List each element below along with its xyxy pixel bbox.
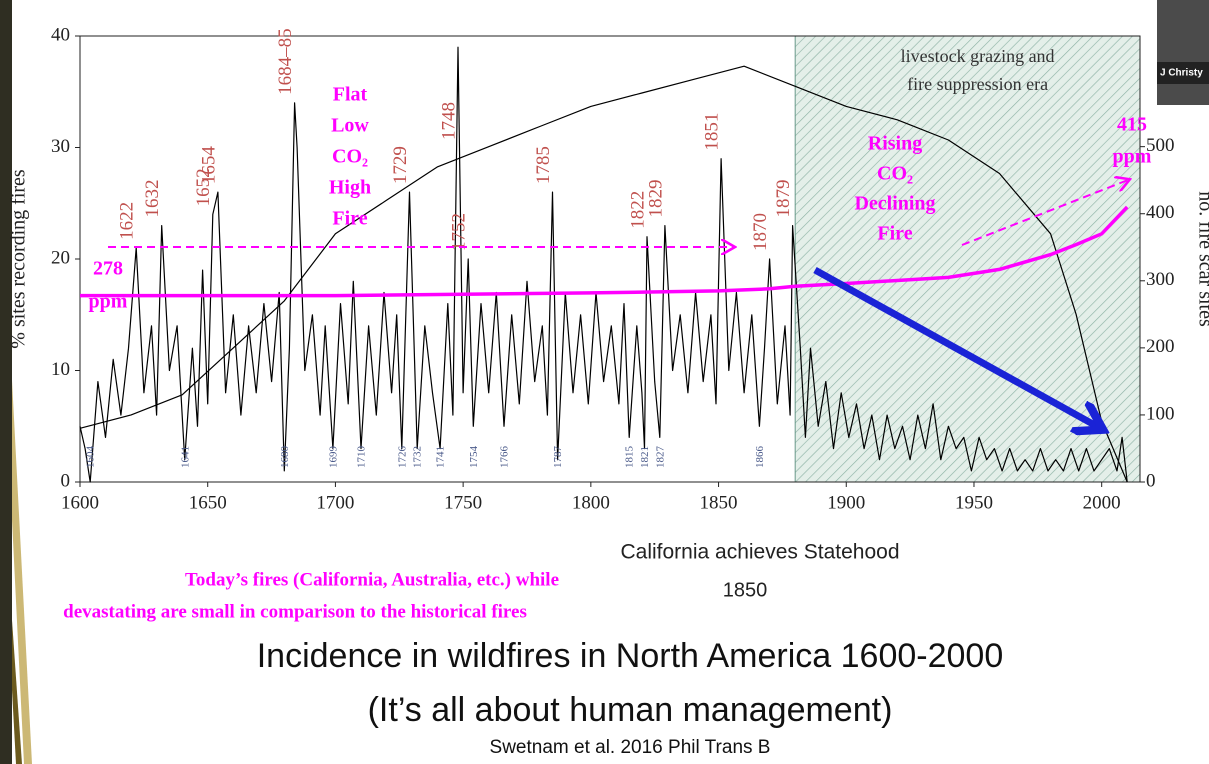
note: devastating are small in comparison to t… — [63, 601, 527, 622]
low-year-label: 1710 — [355, 446, 367, 469]
decoration — [12, 620, 22, 764]
x-tick-label: 1800 — [572, 492, 610, 513]
y2-tick-label: 200 — [1146, 336, 1175, 357]
peak-year-label: 1748 — [438, 102, 459, 140]
statehood-year: 1850 — [723, 579, 768, 601]
subtitle: (It’s all about human management) — [368, 691, 893, 729]
y-tick-label: 0 — [61, 470, 71, 491]
peak-year-label: 1785 — [533, 146, 554, 184]
low-year-label: 1866 — [754, 446, 766, 469]
series-line — [79, 65, 1128, 483]
annotation: 415 — [1117, 114, 1147, 136]
low-year-label: 1726 — [396, 446, 408, 469]
x-tick-label: 1950 — [955, 492, 993, 513]
dashed-arrow — [961, 180, 1128, 246]
low-year-label: 1766 — [499, 446, 511, 469]
y2-tick-label: 0 — [1146, 470, 1156, 491]
peak-year-label: 1870 — [750, 213, 771, 251]
plot: livestock grazing and fire suppression er… — [8, 24, 1175, 513]
era-label: fire suppression era — [907, 74, 1048, 94]
decoration — [12, 380, 32, 764]
annotation: Low — [331, 115, 369, 137]
peak-year-label: 1652 — [193, 168, 214, 206]
x-tick-label: 1600 — [61, 492, 99, 513]
y-tick-label: 10 — [51, 359, 70, 380]
annotation: 278 — [93, 258, 123, 280]
y2-tick-label: 400 — [1146, 202, 1175, 223]
x-tick-label: 1750 — [444, 492, 482, 513]
annotation: Declining — [854, 193, 935, 215]
x-tick-label: 1700 — [316, 492, 354, 513]
video-name-bar — [1157, 62, 1209, 84]
low-year-label: 1815 — [624, 446, 636, 469]
low-year-label: 1604 — [85, 446, 97, 469]
low-year-label: 1821 — [639, 446, 651, 468]
left-frame — [0, 0, 12, 764]
annotation: Rising — [868, 133, 922, 155]
y-tick-label: 40 — [51, 24, 70, 45]
low-year-label: 1827 — [654, 446, 666, 469]
x-tick-label: 1850 — [700, 492, 738, 513]
annotation: ppm — [1113, 146, 1152, 168]
y-tick-label: 30 — [51, 136, 70, 157]
peak-year-label: 1654 — [198, 146, 219, 185]
annotation: ppm — [89, 291, 128, 313]
peak-year-label: 1684–85 — [275, 28, 296, 95]
x-tick-label: 2000 — [1083, 492, 1121, 513]
video-name: J Christy — [1160, 68, 1203, 79]
shaded-era — [795, 36, 1140, 482]
peak-year-label: 1752 — [449, 213, 470, 251]
annotation: CO₂ — [332, 146, 368, 168]
y-axis-label: % sites recording fires — [8, 169, 30, 349]
video-overlay — [1157, 0, 1209, 105]
low-year-label: 1699 — [327, 446, 339, 469]
peak-year-label: 1729 — [390, 146, 411, 184]
annotation: Flat — [333, 84, 368, 106]
y-tick-label: 20 — [51, 247, 70, 268]
y2-tick-label: 500 — [1146, 135, 1175, 156]
x-tick-label: 1650 — [189, 492, 227, 513]
statehood-note: California achieves Statehood — [620, 541, 899, 564]
peak-year-label: 1632 — [142, 180, 163, 218]
low-year-label: 1680 — [279, 446, 291, 469]
trend-arrow — [813, 266, 1100, 428]
source: Swetnam et al. 2016 Phil Trans B — [490, 737, 771, 758]
title: Incidence in wildfires in North America … — [257, 637, 1004, 675]
low-year-label: 1754 — [468, 446, 480, 469]
y2-tick-label: 300 — [1146, 269, 1175, 290]
low-year-label: 1787 — [552, 446, 564, 469]
peak-year-label: 1879 — [773, 180, 794, 218]
annotation: Fire — [877, 223, 912, 245]
low-year-label: 1732 — [412, 446, 424, 468]
low-year-label: 1741 — [435, 446, 447, 468]
peak-year-label: 1829 — [645, 180, 666, 218]
note: Today’s fires (California, Australia, et… — [185, 569, 559, 590]
peak-year-label: 1622 — [117, 202, 138, 240]
annotation: Fire — [332, 208, 367, 230]
peak-year-label: 1851 — [701, 113, 722, 151]
annotation: High — [329, 177, 371, 199]
y2-axis-label: no. fire scar sites — [1194, 191, 1209, 327]
annotation: CO₂ — [877, 163, 913, 185]
low-year-label: 1641 — [179, 446, 191, 468]
x-tick-label: 1900 — [827, 492, 865, 513]
peak-year-label: 1822 — [627, 191, 648, 229]
y2-tick-label: 100 — [1146, 403, 1175, 424]
era-label: livestock grazing and — [901, 46, 1055, 66]
